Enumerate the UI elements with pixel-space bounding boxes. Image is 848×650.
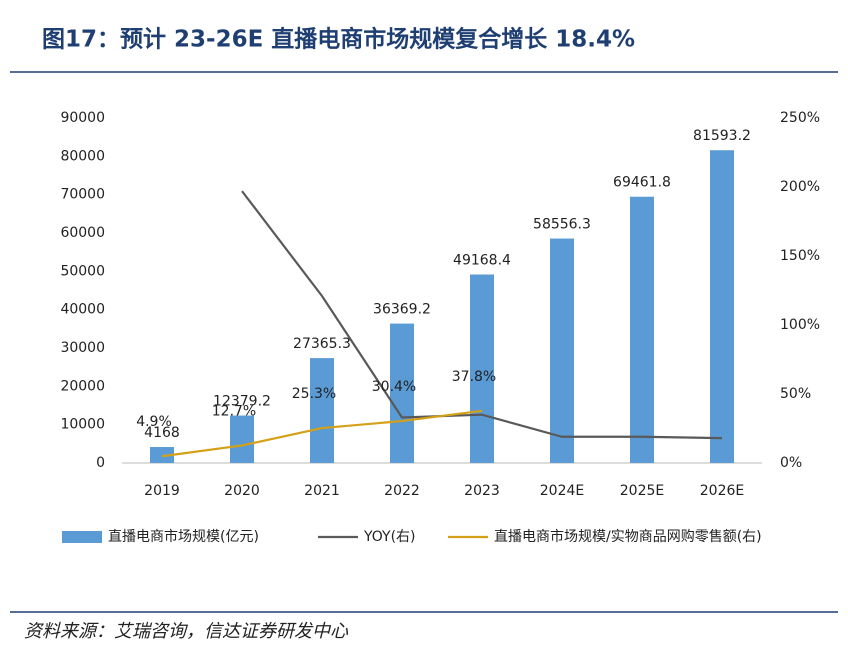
legend-label: YOY(右) bbox=[363, 529, 416, 545]
y-tick-label: 20000 bbox=[60, 378, 105, 394]
x-tick-label: 2023 bbox=[464, 483, 500, 499]
bar-label: 49168.4 bbox=[453, 253, 511, 269]
line-series bbox=[241, 190, 723, 440]
x-tick-label: 2026E bbox=[700, 483, 744, 499]
y2-tick-label: 100% bbox=[780, 317, 820, 333]
line-label: 30.4% bbox=[372, 379, 416, 395]
y-tick-label: 40000 bbox=[60, 302, 105, 318]
bar bbox=[310, 358, 334, 463]
bar bbox=[710, 150, 734, 463]
y-tick-label: 0 bbox=[96, 455, 105, 471]
y-tick-label: 50000 bbox=[60, 263, 105, 279]
bar bbox=[550, 238, 574, 463]
bar-label: 58556.3 bbox=[533, 217, 591, 233]
bar bbox=[630, 196, 654, 463]
bar-label: 4168 bbox=[144, 425, 180, 441]
bar bbox=[150, 447, 174, 463]
x-tick-label: 2025E bbox=[620, 483, 664, 499]
y2-tick-label: 150% bbox=[780, 248, 820, 264]
y-tick-label: 80000 bbox=[60, 148, 105, 164]
y-tick-label: 30000 bbox=[60, 340, 105, 356]
x-tick-label: 2019 bbox=[144, 483, 180, 499]
x-tick-label: 2020 bbox=[224, 483, 260, 499]
bar-label: 69461.8 bbox=[613, 175, 671, 191]
bar bbox=[230, 415, 254, 463]
y-tick-label: 70000 bbox=[60, 187, 105, 203]
x-tick-label: 2021 bbox=[304, 483, 340, 499]
chart-title: 图17：预计 23-26E 直播电商市场规模复合增长 18.4% bbox=[42, 26, 635, 53]
bar bbox=[390, 323, 414, 463]
line-label: 12.7% bbox=[212, 403, 256, 419]
bar-label: 36369.2 bbox=[373, 302, 431, 318]
line-label: 4.9% bbox=[136, 414, 172, 430]
x-tick-label: 2024E bbox=[540, 483, 584, 499]
legend-label: 直播电商市场规模(亿元) bbox=[108, 528, 259, 545]
line-series bbox=[161, 409, 483, 458]
legend-label: 直播电商市场规模/实物商品网购零售额(右) bbox=[494, 528, 762, 545]
y-tick-label: 60000 bbox=[60, 225, 105, 241]
x-tick-label: 2022 bbox=[384, 483, 420, 499]
y-tick-label: 90000 bbox=[60, 110, 105, 126]
bar bbox=[470, 274, 494, 463]
y-tick-label: 10000 bbox=[60, 417, 105, 433]
y2-tick-label: 50% bbox=[780, 386, 811, 402]
bar-label: 27365.3 bbox=[293, 336, 351, 352]
line-label: 37.8% bbox=[452, 369, 496, 385]
legend-swatch bbox=[62, 531, 102, 543]
bar-label: 81593.2 bbox=[693, 128, 751, 144]
y2-tick-label: 200% bbox=[780, 179, 820, 195]
line-label: 25.3% bbox=[292, 386, 336, 402]
y2-tick-label: 0% bbox=[780, 455, 802, 471]
bar-label: 12379.2 bbox=[213, 394, 271, 410]
y2-tick-label: 250% bbox=[780, 110, 820, 126]
source: 资料来源：艾瑞咨询，信达证券研发中心 bbox=[24, 621, 349, 642]
